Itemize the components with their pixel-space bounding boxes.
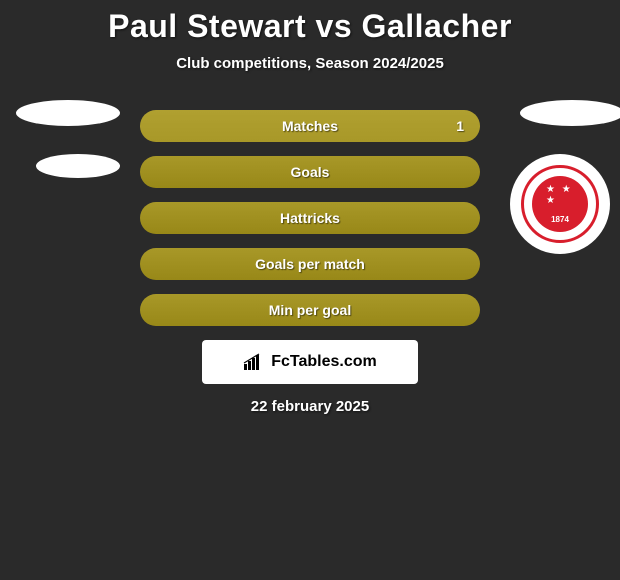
stat-value-right: 1 [456, 118, 464, 134]
comparison-card: Paul Stewart vs Gallacher Club competiti… [0, 0, 620, 415]
stat-label: Hattricks [280, 210, 340, 226]
stat-row-min-per-goal: Min per goal [140, 294, 480, 326]
stats-area: ★ ★ ★ 1874 Matches 1 Goals Hattricks Goa… [0, 110, 620, 415]
brand-box[interactable]: FcTables.com [202, 340, 418, 384]
stat-row-matches: Matches 1 [140, 110, 480, 142]
page-title: Paul Stewart vs Gallacher [0, 8, 620, 45]
stat-row-goals-per-match: Goals per match [140, 248, 480, 280]
club-badge-core: ★ ★ ★ 1874 [532, 176, 588, 232]
avatar-placeholder-shape [36, 154, 120, 178]
stat-label: Min per goal [269, 302, 351, 318]
stat-label: Matches [282, 118, 338, 134]
badge-stars-icon: ★ ★ ★ [546, 184, 574, 206]
club-badge-ring: ★ ★ ★ 1874 [521, 165, 599, 243]
brand-text: FcTables.com [271, 353, 377, 371]
subtitle: Club competitions, Season 2024/2025 [0, 55, 620, 72]
bar-chart-icon [243, 353, 265, 371]
stat-label: Goals [291, 164, 330, 180]
player-left-avatar [8, 102, 108, 202]
avatar-placeholder-shape [16, 100, 120, 126]
stat-row-goals: Goals [140, 156, 480, 188]
stat-rows: Matches 1 Goals Hattricks Goals per matc… [140, 110, 480, 326]
generated-date: 22 february 2025 [0, 398, 620, 415]
club-badge-right: ★ ★ ★ 1874 [510, 154, 610, 254]
stat-row-hattricks: Hattricks [140, 202, 480, 234]
stat-label: Goals per match [255, 256, 365, 272]
avatar-placeholder-shape [520, 100, 620, 126]
badge-year: 1874 [551, 215, 569, 224]
